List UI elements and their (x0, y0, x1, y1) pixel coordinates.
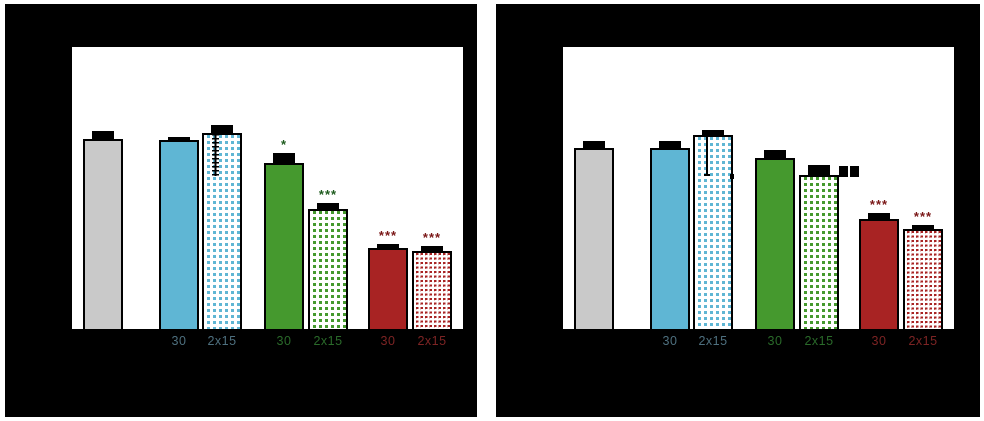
error-bar-cap (421, 246, 443, 253)
plot-area-right: *** *** (563, 47, 954, 329)
error-bar-cap (702, 130, 724, 137)
x-tick-label: 2x15 (804, 334, 834, 348)
error-bar-cap (868, 213, 890, 221)
panel-left: * *** *** *** 30 2x15 30 2x15 30 2x15 (5, 4, 477, 417)
bar-green-30: * (264, 138, 304, 329)
error-bar-cap (377, 244, 399, 250)
x-tick-label: 30 (276, 334, 292, 348)
x-tick-label: 2x15 (207, 334, 237, 348)
bar-blue-30 (159, 137, 199, 329)
bar-red-2x15: *** (412, 231, 452, 329)
significance-marker: *** (913, 209, 933, 224)
significance-marker: * (280, 137, 288, 152)
x-tick-label: 2x15 (313, 334, 343, 348)
error-bar-cap (211, 125, 233, 135)
x-tick-label: 2x15 (698, 334, 728, 348)
black-square-glyph (850, 166, 859, 177)
bar-green-30 (755, 150, 795, 329)
x-tick-label: 30 (171, 334, 187, 348)
significance-marker: *** (422, 230, 442, 245)
side-square-marker (839, 166, 859, 177)
error-bar-lower-whisker (212, 134, 219, 176)
bar-blue-30 (650, 141, 690, 329)
x-tick-label: 30 (662, 334, 678, 348)
bar-blue-2x15 (202, 125, 242, 329)
bar-green-2x15: *** (308, 188, 348, 329)
small-dot-marker (730, 174, 734, 179)
bar-red-2x15: *** (903, 210, 943, 329)
x-tick-label: 30 (871, 334, 887, 348)
bar-red-30: *** (859, 198, 899, 329)
bar-control (83, 131, 123, 329)
x-tick-label: 2x15 (908, 334, 938, 348)
error-bar-cap (912, 225, 934, 231)
x-tick-label: 2x15 (417, 334, 447, 348)
error-bar-cap (273, 153, 295, 165)
x-tick-label: 30 (767, 334, 783, 348)
black-square-glyph (839, 166, 848, 177)
error-bar-cap (583, 141, 605, 150)
error-bar-cap (317, 203, 339, 211)
bar-green-2x15 (799, 165, 859, 329)
significance-marker: *** (378, 228, 398, 243)
error-bar-lower-whisker (704, 136, 710, 176)
x-tick-label: 30 (380, 334, 396, 348)
error-bar-cap (92, 131, 114, 141)
error-bar-cap (659, 141, 681, 150)
significance-marker: *** (318, 187, 338, 202)
error-bar-cap (764, 150, 786, 160)
plot-area-left: * *** *** *** (72, 47, 463, 329)
significance-marker: *** (869, 197, 889, 212)
panel-right: *** *** 30 2x15 30 2x15 30 2x15 (496, 4, 980, 417)
error-bar-cap (168, 137, 190, 142)
bar-control (574, 141, 614, 329)
error-bar-cap (808, 165, 830, 177)
bar-red-30: *** (368, 229, 408, 329)
bar-blue-2x15 (693, 130, 734, 329)
